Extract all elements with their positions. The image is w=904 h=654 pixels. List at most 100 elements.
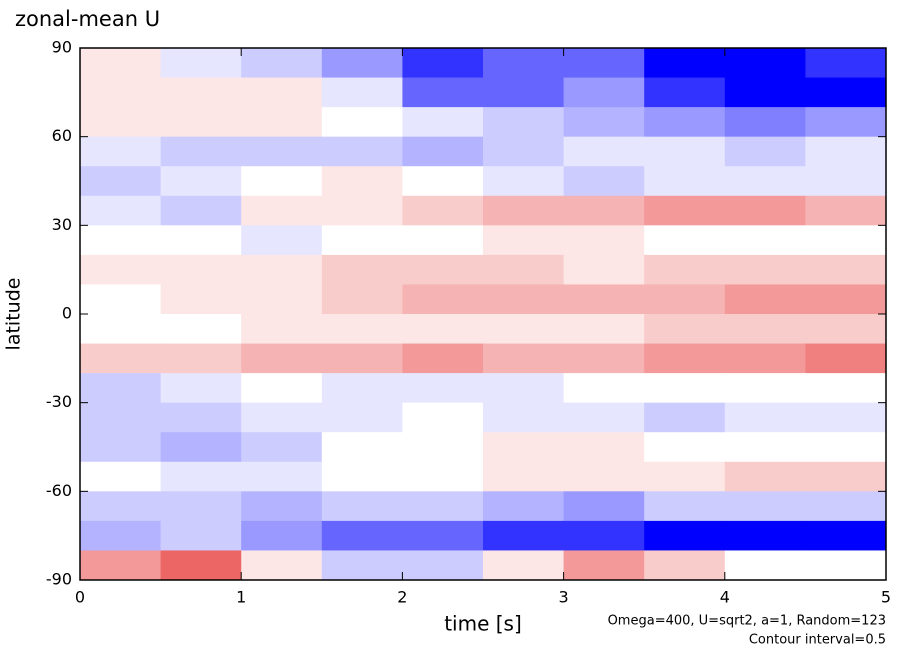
cell — [724, 402, 806, 433]
x-tick-label: 5 — [881, 588, 891, 607]
cell — [241, 48, 323, 79]
cell — [724, 225, 806, 256]
cell — [483, 520, 565, 551]
cell — [80, 520, 162, 551]
cell — [805, 77, 887, 108]
cell — [241, 402, 323, 433]
cell — [160, 461, 242, 492]
cell — [241, 77, 323, 108]
cell — [160, 254, 242, 285]
cell — [321, 107, 403, 138]
cell — [724, 284, 806, 315]
cell — [321, 343, 403, 374]
x-tick-label: 1 — [236, 588, 246, 607]
cell — [402, 432, 484, 463]
cell — [321, 550, 403, 581]
cell — [402, 225, 484, 256]
cell — [402, 373, 484, 404]
cell — [402, 343, 484, 374]
cell — [241, 461, 323, 492]
cell — [402, 520, 484, 551]
cell — [402, 402, 484, 433]
cell — [160, 373, 242, 404]
cell — [724, 432, 806, 463]
cell — [160, 107, 242, 138]
cell — [402, 284, 484, 315]
cell — [644, 491, 726, 522]
y-tick-label: -90 — [46, 570, 72, 589]
cell — [321, 48, 403, 79]
cell — [80, 373, 162, 404]
cell — [321, 373, 403, 404]
cell — [483, 166, 565, 197]
cell — [80, 461, 162, 492]
cell — [80, 343, 162, 374]
cell — [321, 136, 403, 167]
cell — [805, 520, 887, 551]
cell — [321, 254, 403, 285]
cell — [160, 343, 242, 374]
cell — [241, 195, 323, 226]
cell — [483, 432, 565, 463]
cell — [160, 195, 242, 226]
cell — [241, 166, 323, 197]
cell — [805, 461, 887, 492]
cell — [241, 491, 323, 522]
x-tick-label: 2 — [397, 588, 407, 607]
cell — [402, 77, 484, 108]
cell — [321, 432, 403, 463]
cell — [563, 520, 645, 551]
cell — [160, 284, 242, 315]
cell — [402, 254, 484, 285]
cell — [483, 373, 565, 404]
cell — [241, 136, 323, 167]
cell — [805, 373, 887, 404]
cell — [724, 373, 806, 404]
cell — [160, 491, 242, 522]
cell — [321, 195, 403, 226]
cell — [644, 166, 726, 197]
cell — [321, 491, 403, 522]
cell — [724, 550, 806, 581]
cell — [80, 550, 162, 581]
cell — [483, 136, 565, 167]
cell — [563, 254, 645, 285]
cell — [321, 520, 403, 551]
cell — [644, 373, 726, 404]
x-tick-label: 4 — [720, 588, 730, 607]
y-tick-label: 0 — [62, 304, 72, 323]
cell — [321, 77, 403, 108]
cell — [80, 432, 162, 463]
cell — [241, 432, 323, 463]
cell — [80, 225, 162, 256]
cell — [563, 225, 645, 256]
cell — [80, 284, 162, 315]
cell — [724, 77, 806, 108]
cell — [563, 77, 645, 108]
cell — [805, 550, 887, 581]
cell — [644, 520, 726, 551]
cell — [80, 491, 162, 522]
cell — [724, 491, 806, 522]
cell — [80, 314, 162, 345]
x-tick-label: 0 — [75, 588, 85, 607]
cell — [805, 225, 887, 256]
cell — [241, 107, 323, 138]
cell — [483, 461, 565, 492]
cell — [160, 48, 242, 79]
cell — [80, 77, 162, 108]
cell — [241, 314, 323, 345]
cell — [563, 343, 645, 374]
cell — [402, 314, 484, 345]
cell — [805, 432, 887, 463]
cell — [321, 314, 403, 345]
cell — [160, 314, 242, 345]
y-tick-label: 90 — [52, 38, 72, 57]
cell — [483, 195, 565, 226]
cell — [644, 136, 726, 167]
cell — [724, 254, 806, 285]
cell — [724, 520, 806, 551]
cell — [644, 343, 726, 374]
x-tick-label: 3 — [559, 588, 569, 607]
